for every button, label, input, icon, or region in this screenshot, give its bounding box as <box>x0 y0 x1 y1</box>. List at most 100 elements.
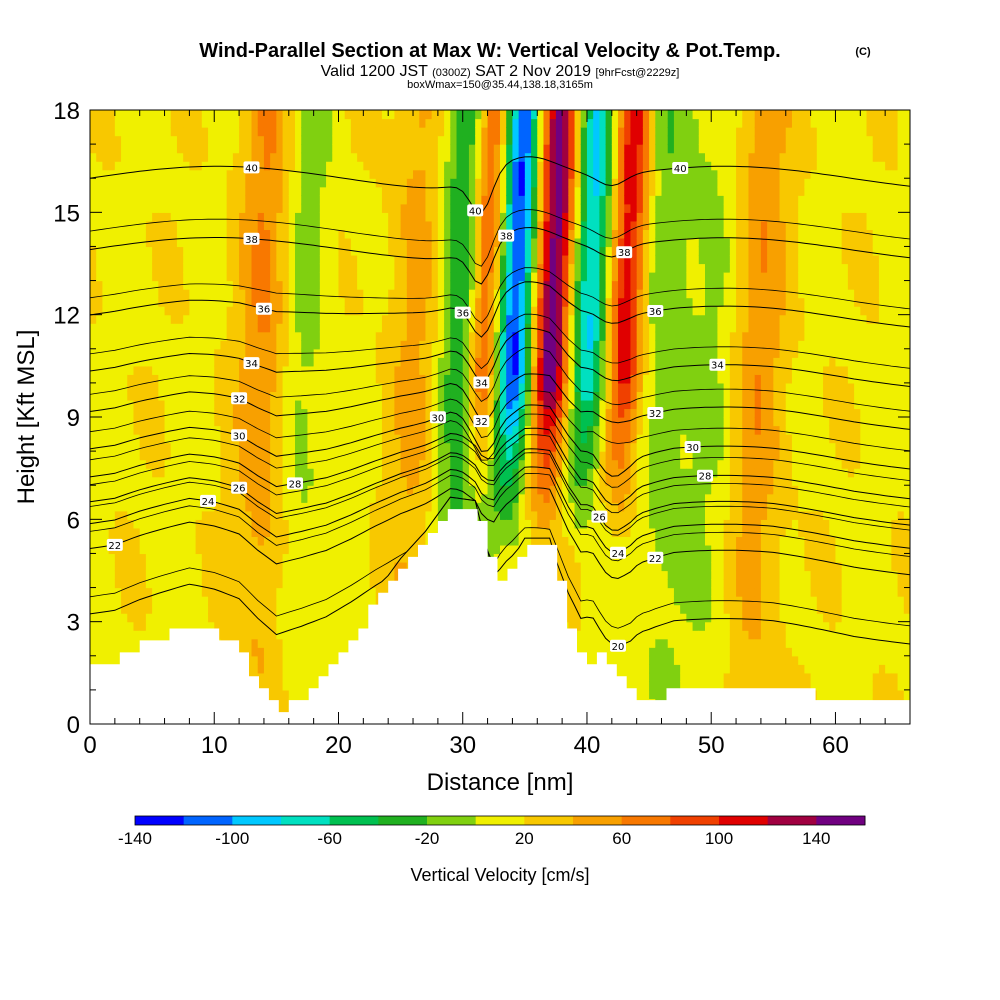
field-cell <box>282 399 290 410</box>
field-cell <box>357 323 364 333</box>
field-cell <box>263 664 271 674</box>
field-cell <box>220 382 228 393</box>
field-cell <box>437 212 445 222</box>
field-cell <box>152 272 159 282</box>
field-cell <box>295 689 302 700</box>
field-cell <box>506 408 514 418</box>
field-cell <box>500 434 507 444</box>
field-cell <box>270 485 277 495</box>
field-cell <box>425 118 433 128</box>
field-cell <box>257 579 265 589</box>
field-cell <box>90 544 97 555</box>
field-cell <box>114 340 122 350</box>
field-cell <box>369 553 377 563</box>
field-cell <box>369 544 377 555</box>
field-cell <box>214 348 222 358</box>
field-cell <box>201 212 209 222</box>
field-cell <box>506 485 514 495</box>
field-cell <box>394 314 402 324</box>
field-cell <box>145 331 153 341</box>
field-cell <box>326 331 333 341</box>
field-cell <box>251 314 259 324</box>
field-cell <box>363 331 371 341</box>
field-cell <box>487 519 495 529</box>
field-cell <box>189 152 197 162</box>
field-cell <box>375 425 383 435</box>
field-cell <box>239 357 246 367</box>
field-cell <box>413 391 420 401</box>
field-cell <box>158 374 166 384</box>
field-cell <box>350 212 358 222</box>
field-cell <box>363 348 371 358</box>
field-cell <box>90 263 97 273</box>
field-cell <box>195 544 203 555</box>
field-cell <box>413 144 420 154</box>
field-cell <box>313 161 321 171</box>
field-cell <box>176 323 184 333</box>
field-cell <box>239 297 246 307</box>
field-cell <box>350 374 358 384</box>
field-cell <box>500 425 507 435</box>
field-cell <box>326 323 333 333</box>
field-cell <box>437 280 445 290</box>
field-cell <box>313 621 321 631</box>
field-cell <box>419 434 427 444</box>
field-cell <box>108 331 116 341</box>
field-cell <box>245 493 253 503</box>
field-cell <box>164 365 172 375</box>
field-cell <box>326 161 333 171</box>
field-cell <box>114 161 122 171</box>
field-cell <box>406 289 414 299</box>
field-cell <box>195 451 203 461</box>
field-cell <box>487 229 495 239</box>
field-cell <box>456 391 464 401</box>
field-cell <box>257 638 265 648</box>
field-cell <box>350 553 358 563</box>
field-cell <box>214 527 222 537</box>
field-cell <box>127 127 135 137</box>
field-cell <box>121 587 128 597</box>
field-cell <box>176 331 184 341</box>
field-cell <box>462 203 470 213</box>
field-cell <box>413 297 420 307</box>
field-cell <box>127 604 135 614</box>
field-cell <box>338 340 346 350</box>
field-cell <box>245 587 253 597</box>
field-cell <box>139 613 147 623</box>
field-cell <box>90 451 97 461</box>
field-cell <box>487 306 495 316</box>
field-cell <box>139 485 147 495</box>
field-cell <box>301 587 309 597</box>
field-cell <box>431 357 439 367</box>
field-cell <box>245 399 253 410</box>
field-cell <box>313 220 321 230</box>
field-cell <box>444 391 451 401</box>
field-cell <box>307 417 315 427</box>
field-cell <box>276 553 284 563</box>
field-cell <box>121 408 128 418</box>
field-cell <box>381 203 389 213</box>
field-cell <box>189 442 197 452</box>
field-cell <box>375 127 383 137</box>
field-cell <box>208 195 215 205</box>
field-cell <box>270 229 277 239</box>
field-cell <box>375 323 383 333</box>
field-cell <box>90 374 97 384</box>
field-cell <box>251 621 259 631</box>
field-cell <box>208 246 215 256</box>
field-cell <box>276 621 284 631</box>
field-cell <box>201 434 209 444</box>
field-cell <box>245 519 253 529</box>
field-cell <box>270 510 277 520</box>
field-cell <box>263 203 271 213</box>
field-cell <box>425 442 433 452</box>
field-cell <box>152 391 159 401</box>
field-cell <box>139 110 147 120</box>
field-cell <box>276 374 284 384</box>
field-cell <box>313 561 321 572</box>
field-cell <box>220 596 228 606</box>
field-cell <box>276 613 284 623</box>
field-cell <box>282 220 290 230</box>
field-cell <box>121 502 128 512</box>
field-cell <box>145 391 153 401</box>
